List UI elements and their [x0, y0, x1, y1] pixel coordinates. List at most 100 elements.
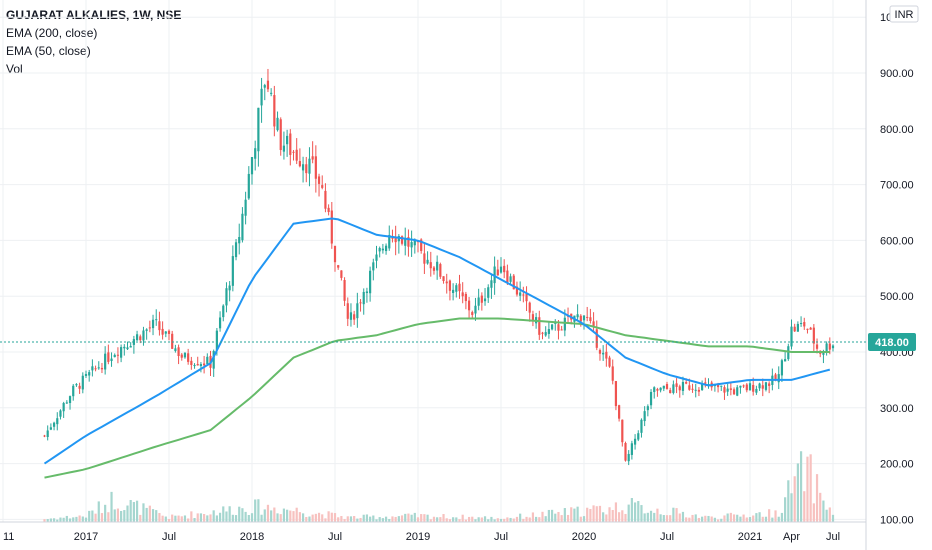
volume-bar: [608, 507, 611, 522]
volume-bar: [547, 509, 550, 522]
candle-body: [464, 293, 467, 302]
volume-bar: [270, 510, 273, 522]
candle-body: [244, 199, 247, 216]
x-tick-label: Jul: [660, 531, 674, 543]
candle-body: [557, 324, 560, 331]
candle-body: [726, 388, 729, 392]
volume-bar: [752, 515, 755, 522]
candle-body: [171, 333, 174, 349]
legend-title: GUJARAT ALKALIES, 1W, NSE: [6, 8, 182, 22]
candle-body: [764, 382, 768, 390]
volume-bar: [139, 514, 142, 522]
volume-bar: [362, 514, 365, 522]
volume-bar: [586, 507, 589, 522]
volume-bar: [496, 518, 499, 522]
candle-body: [653, 387, 656, 392]
candle-body: [260, 88, 263, 106]
candle-body: [333, 245, 337, 263]
volume-bar: [100, 513, 104, 522]
candle-body: [541, 332, 544, 334]
candle-body: [515, 286, 519, 295]
candle-body: [359, 302, 362, 304]
candle-body: [263, 85, 266, 88]
volume-bar: [550, 509, 554, 522]
candle-body: [305, 164, 308, 174]
candle-body: [343, 279, 346, 301]
volume-bar: [311, 514, 314, 522]
volume-bar: [183, 515, 187, 522]
volume-bar: [369, 516, 372, 522]
volume-bar: [691, 514, 694, 522]
last-price-label: 418.00: [875, 337, 909, 349]
candle-body: [732, 389, 736, 395]
candle-body: [439, 264, 442, 277]
candle-body: [665, 384, 669, 389]
volume-bar: [630, 498, 633, 522]
candle-body: [388, 234, 391, 249]
candle-body: [554, 322, 557, 324]
y-tick-label: 200.00: [880, 459, 914, 471]
volume-bar: [132, 502, 135, 522]
candle-body: [474, 305, 477, 314]
volume-bar: [225, 511, 228, 522]
candle-body: [381, 248, 384, 251]
volume-bar: [250, 513, 254, 522]
volume-bar: [228, 506, 231, 522]
volume-bar: [340, 516, 343, 522]
candle-body: [822, 352, 825, 355]
candle-body: [234, 242, 238, 258]
candle-body: [755, 388, 758, 393]
candle-body: [362, 291, 365, 305]
volume-bar: [477, 517, 480, 522]
candle-body: [129, 346, 132, 348]
y-tick-label: 600.00: [880, 235, 914, 247]
volume-bar: [91, 510, 94, 522]
volume-bar: [276, 513, 279, 522]
volume-bar: [573, 508, 576, 522]
volume-bar: [678, 513, 681, 522]
candle-body: [139, 336, 142, 341]
candle-body: [458, 283, 461, 292]
volume-bar: [669, 515, 672, 522]
candle-body: [493, 266, 496, 284]
candle-body: [490, 280, 493, 288]
candle-body: [56, 418, 59, 425]
y-tick-label: 500.00: [880, 291, 914, 303]
volume-bar: [286, 509, 289, 522]
candle-body: [496, 269, 499, 276]
volume-bar: [831, 514, 835, 522]
candle-body: [723, 387, 726, 393]
candle-body: [736, 387, 739, 396]
candle-body: [787, 346, 790, 360]
volume-bar: [84, 517, 88, 522]
volume-bar: [579, 516, 582, 522]
candle-body: [522, 294, 525, 296]
candle-body: [298, 161, 301, 167]
candle-body: [681, 381, 685, 391]
volume-bar: [592, 505, 595, 522]
volume-bar: [359, 517, 362, 522]
volume-bar: [704, 515, 707, 522]
candle-body: [151, 319, 155, 329]
candle-body: [608, 357, 611, 367]
candle-body: [716, 384, 720, 388]
candle-body: [97, 367, 100, 369]
candle-body: [579, 315, 582, 322]
candle-body: [825, 343, 828, 353]
volume-bar: [589, 508, 592, 522]
volume-bar: [732, 514, 736, 522]
volume-bar: [448, 519, 452, 522]
candle-body: [519, 292, 522, 296]
candle-body: [531, 314, 535, 321]
volume-bar: [120, 510, 123, 522]
volume-bar: [720, 518, 723, 522]
currency-badge: [889, 5, 919, 23]
candle-body: [643, 411, 646, 422]
volume-bar: [819, 492, 822, 522]
candle-body: [142, 330, 145, 341]
volume-bar: [764, 516, 768, 522]
volume-bar: [346, 516, 349, 522]
volume-bar: [566, 514, 570, 522]
